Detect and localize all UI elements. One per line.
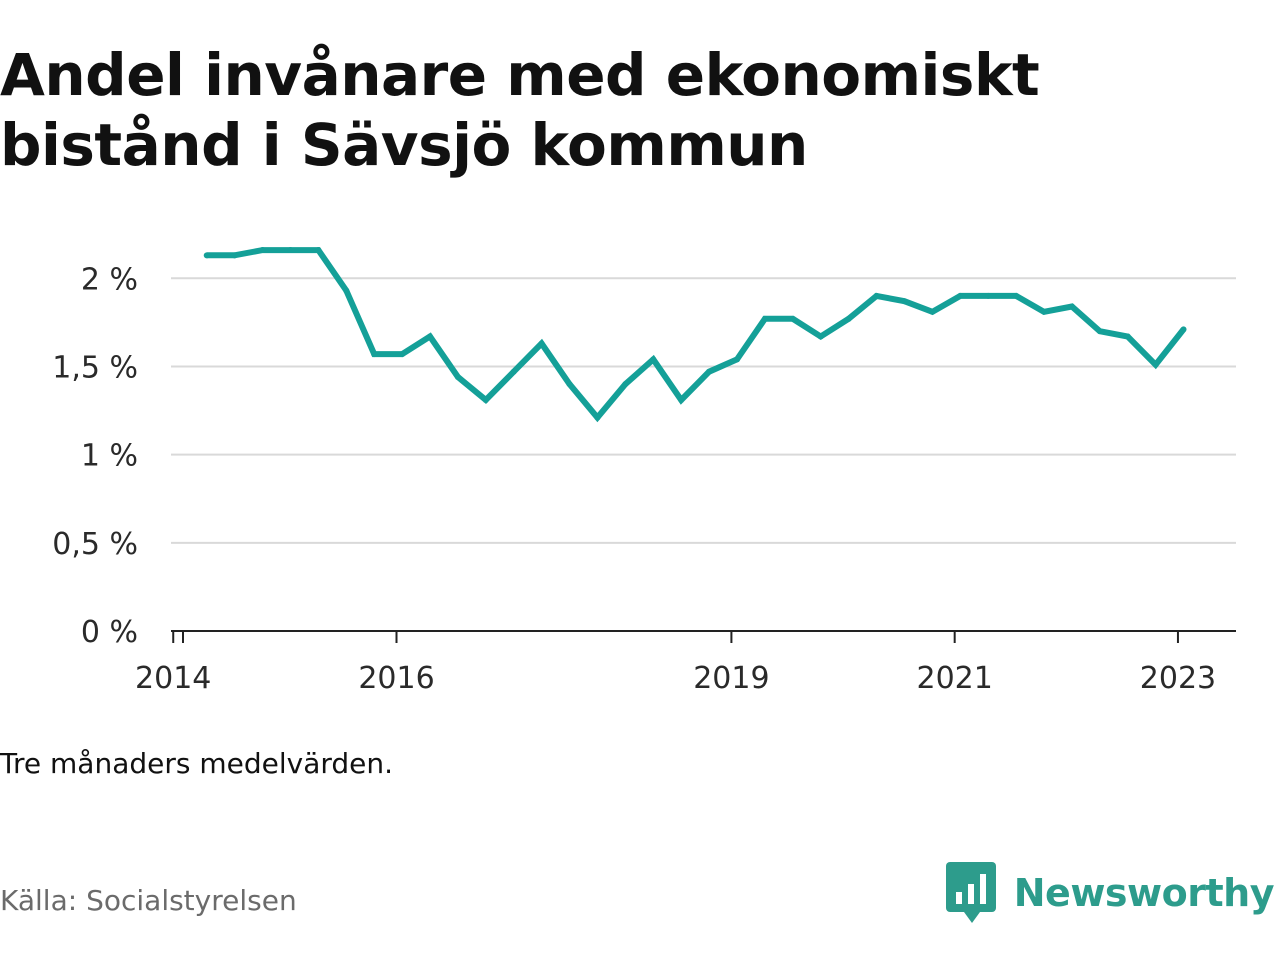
- data-point: [817, 333, 824, 340]
- data-point: [203, 252, 210, 259]
- data-point: [985, 292, 992, 299]
- data-point: [761, 315, 768, 322]
- x-tick-label: 2021: [916, 661, 992, 696]
- data-point: [1152, 361, 1159, 368]
- data-point: [454, 374, 461, 381]
- x-tick-label: 2016: [358, 661, 434, 696]
- data-point: [1013, 292, 1020, 299]
- data-point: [1180, 326, 1187, 333]
- line-chart: 0 % 0,5 % 1 % 1,5 % 2 % 2014 2016 2019 2021 2023: [52, 247, 1236, 696]
- y-tick-label: 1,5 %: [52, 350, 138, 385]
- x-tick-label: 2023: [1140, 661, 1216, 696]
- data-point: [426, 333, 433, 340]
- data-point: [1040, 308, 1047, 315]
- gridlines: [171, 277, 1236, 544]
- data-point: [343, 287, 350, 294]
- y-tick-label: 0,5 %: [52, 527, 138, 562]
- data-point: [957, 292, 964, 299]
- newsworthy-bar-chart-icon: [945, 862, 996, 923]
- data-point: [1124, 333, 1131, 340]
- data-point: [678, 396, 685, 403]
- brand-name: Newsworthy: [1013, 871, 1275, 915]
- y-tick-label: 2 %: [81, 262, 138, 297]
- x-axis-labels: 2014 2016 2019 2021 2023: [135, 661, 1216, 696]
- brand-logo: Newsworthy: [945, 862, 1275, 924]
- data-point: [789, 315, 796, 322]
- x-tick-label: 2014: [135, 661, 211, 696]
- y-tick-label: 1 %: [81, 439, 138, 474]
- data-point: [566, 381, 573, 388]
- y-axis-labels: 0 % 0,5 % 1 % 1,5 % 2 %: [52, 262, 138, 650]
- source-text: Källa: Socialstyrelsen: [0, 884, 297, 917]
- data-point: [901, 298, 908, 305]
- data-point: [1096, 328, 1103, 335]
- data-point: [287, 247, 294, 254]
- x-tick-label: 2019: [693, 661, 769, 696]
- chart-title: Andel invånare med ekonomiskt bistånd i …: [0, 41, 1040, 179]
- data-point: [231, 252, 238, 259]
- chart-note: Tre månaders medelvärden.: [0, 747, 394, 780]
- data-point: [622, 381, 629, 388]
- data-point: [706, 368, 713, 375]
- series-layer: [203, 247, 1187, 423]
- data-point: [650, 356, 657, 363]
- data-point: [510, 368, 517, 375]
- data-point: [929, 308, 936, 315]
- series-line: [206, 247, 1186, 423]
- data-point: [259, 247, 266, 254]
- x-axis: [171, 630, 1236, 643]
- data-point: [315, 247, 322, 254]
- y-tick-label: 0 %: [81, 615, 138, 650]
- data-point: [538, 340, 545, 347]
- data-point: [482, 396, 489, 403]
- data-point: [594, 414, 601, 421]
- data-point: [371, 351, 378, 358]
- data-point: [1068, 303, 1075, 310]
- data-point: [733, 356, 740, 363]
- data-point: [873, 292, 880, 299]
- data-point: [399, 351, 406, 358]
- data-point: [845, 315, 852, 322]
